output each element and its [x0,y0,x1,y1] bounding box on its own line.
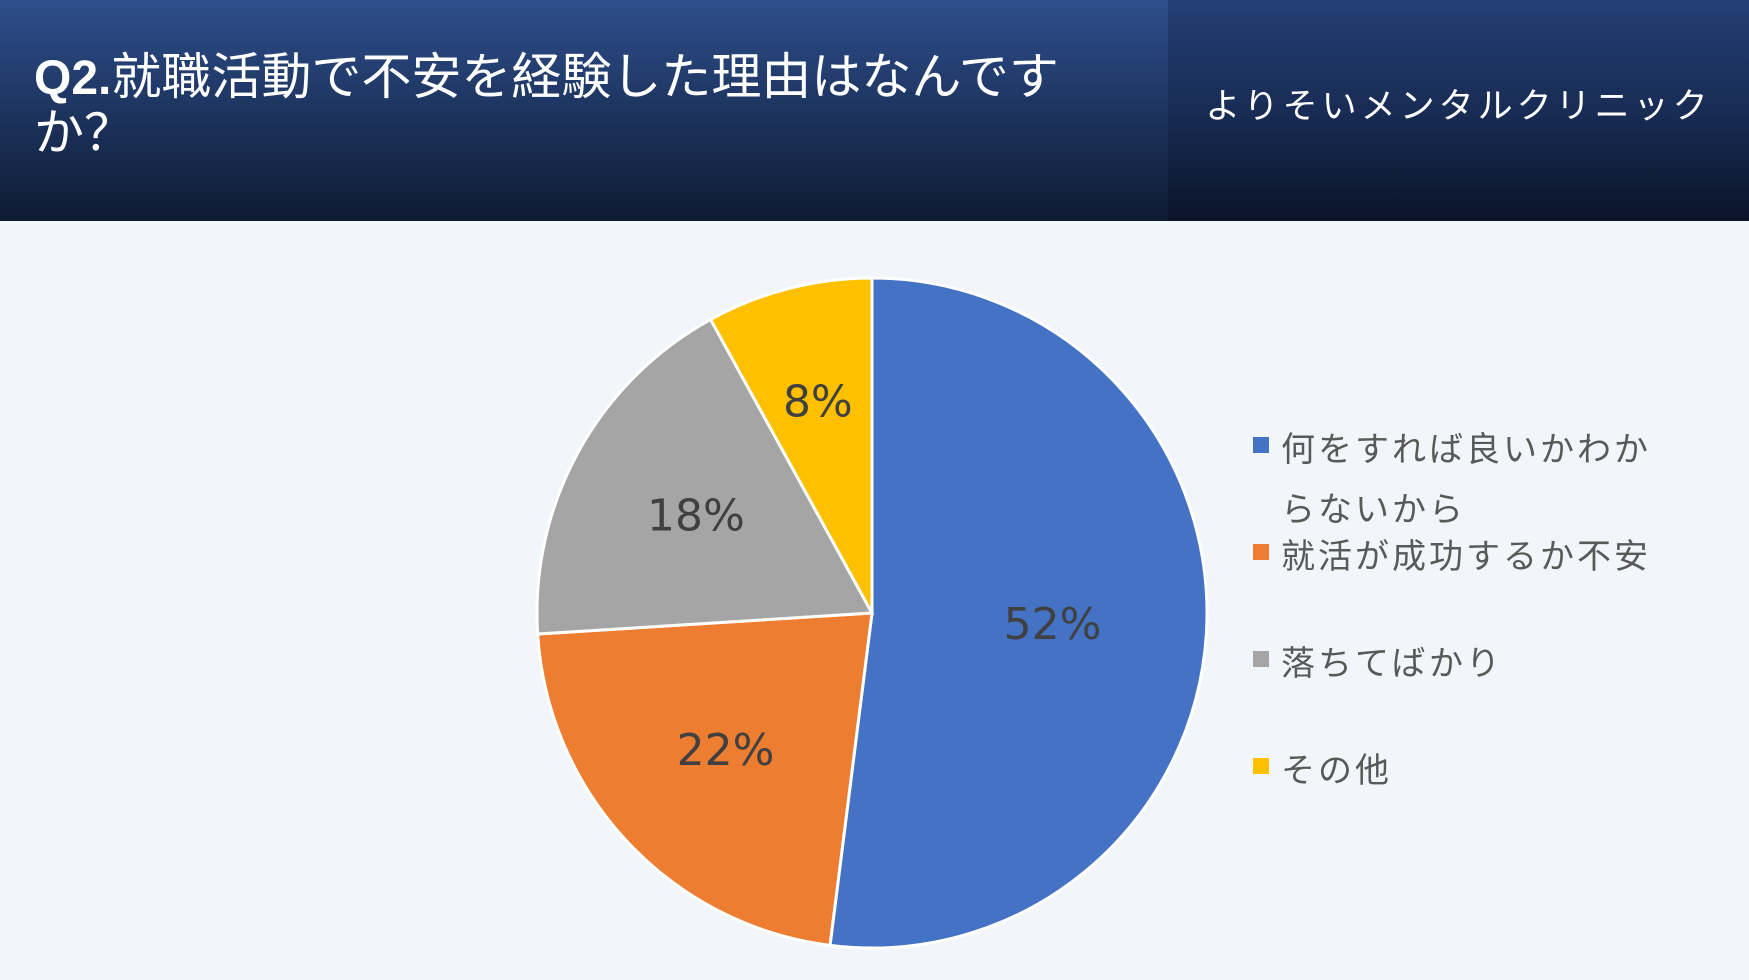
legend-swatch [1253,651,1269,667]
legend-label: 落ちてばかり [1281,644,1503,684]
data-label-job-hunt-success-worry: 22% [677,725,775,776]
pie-slice-unknown-what-to-do [828,276,1209,950]
page-title: Q2.就職活動で不安を経験した理由はなんですか？ [34,50,1114,160]
legend-label: その他 [1281,751,1392,791]
legend-item-keep-failing: 落ちてばかり [1253,634,1671,694]
legend-swatch [1253,758,1269,774]
legend-swatch [1253,544,1269,560]
legend-label: 就活が成功するか不安 [1281,537,1651,577]
legend-label: 何をすれば良いかわからないから [1281,430,1651,530]
data-label-unknown-what-to-do: 52% [1004,599,1102,650]
pie-slice-other [708,276,874,614]
clinic-name: よりそいメンタルクリニック [1205,87,1712,127]
legend-item-job-hunt-success-worry: 就活が成功するか不安 [1253,527,1671,587]
question-number: Q2. [34,52,112,105]
pie-slice-job-hunt-success-worry [536,611,874,948]
question-text: 就職活動で不安を経験した理由はなんですか？ [34,48,1059,162]
legend-swatch [1253,437,1269,453]
legend-item-unknown-what-to-do: 何をすれば良いかわからないから [1253,420,1671,540]
pie-slices [535,276,1209,950]
header-right-panel [1168,0,1749,221]
data-label-other: 8% [783,377,853,428]
pie-slice-keep-failing [535,317,875,636]
pie-data-labels: 52% 22% 18% 8% [647,377,1101,777]
legend-item-other: その他 [1253,741,1671,801]
data-label-keep-failing: 18% [647,491,745,542]
